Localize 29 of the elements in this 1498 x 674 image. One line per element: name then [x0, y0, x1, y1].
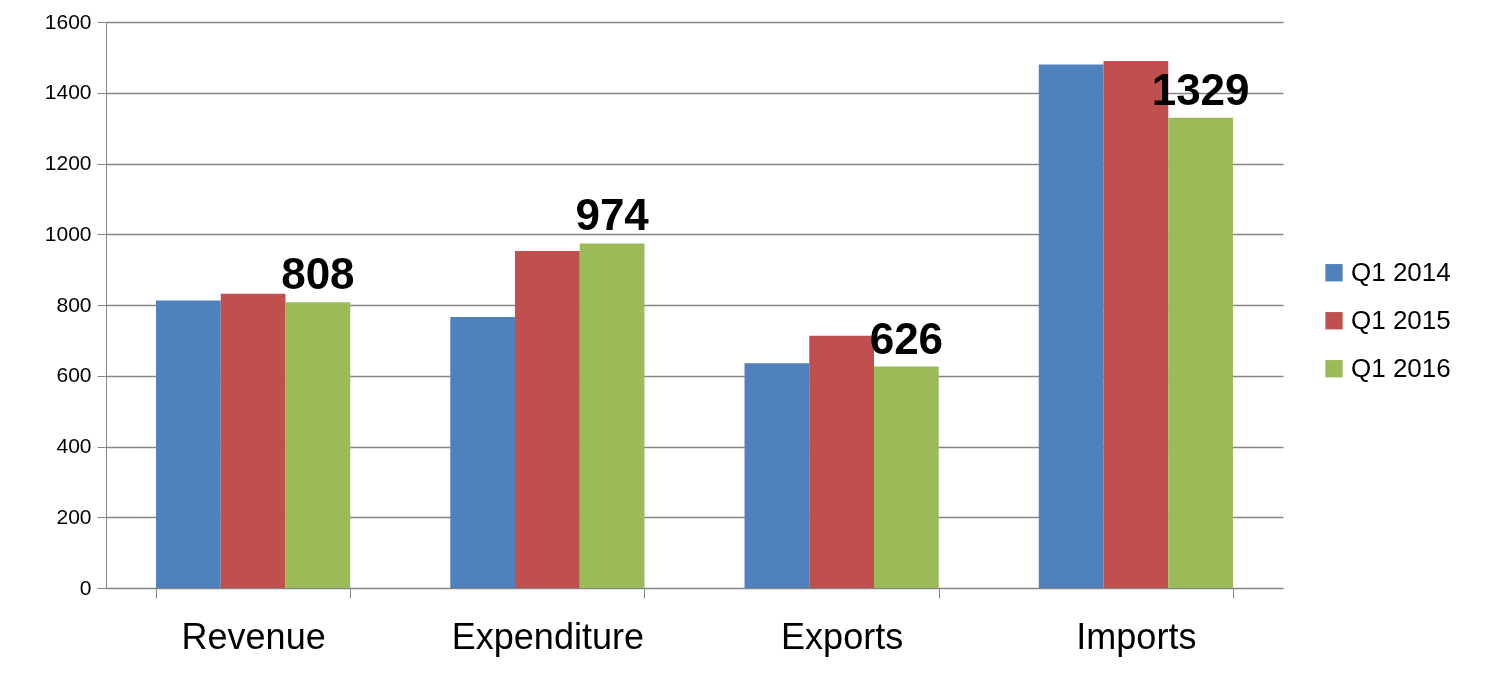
bar [873, 366, 939, 588]
data-label: 808 [281, 249, 355, 299]
bar [515, 250, 580, 588]
x-tick-label: Expenditure [451, 615, 644, 657]
bar [285, 302, 351, 588]
y-tick-label: 0 [79, 575, 92, 599]
bar [579, 243, 645, 588]
legend-label: Q1 2015 [1351, 304, 1451, 335]
x-tick-label: Imports [1076, 615, 1197, 657]
x-tick-label: Revenue [181, 615, 326, 657]
bar [450, 317, 516, 588]
y-tick-label: 1600 [44, 9, 92, 33]
y-tick-label: 600 [56, 363, 92, 387]
y-tick-label: 1000 [44, 221, 92, 245]
bar [744, 363, 810, 588]
data-label: 626 [869, 313, 944, 363]
x-tick-label: Exports [781, 615, 904, 657]
y-tick-label: 400 [56, 434, 92, 457]
y-tick-label: 1200 [44, 151, 92, 174]
bar [1038, 64, 1104, 588]
legend-label: Q1 2014 [1351, 256, 1451, 287]
data-label: 974 [575, 190, 650, 240]
y-tick-label: 200 [56, 504, 92, 528]
bar [1168, 117, 1233, 588]
y-tick-label: 800 [56, 292, 92, 316]
y-tick-label: 1400 [44, 80, 92, 104]
bar [156, 300, 221, 588]
legend-label: Q1 2016 [1351, 352, 1451, 383]
bar [220, 293, 286, 588]
